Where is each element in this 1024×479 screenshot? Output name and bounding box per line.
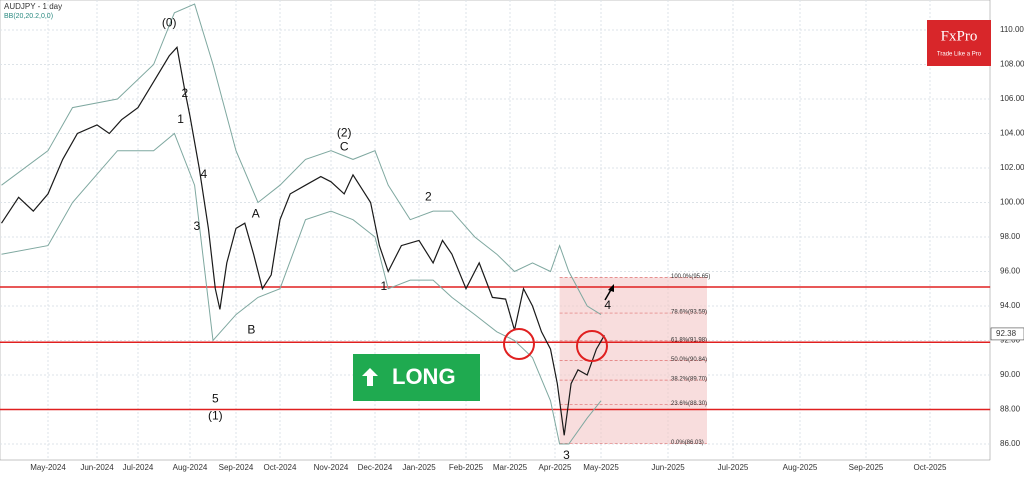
x-tick-label: Jul-2025 bbox=[718, 463, 749, 472]
wave-label: 3 bbox=[563, 448, 570, 462]
indicator-label: BB(20,20.2,0,0) bbox=[4, 13, 53, 20]
y-tick-label: 110.00 bbox=[1000, 25, 1024, 34]
x-tick-label: Jan-2025 bbox=[402, 463, 436, 472]
y-tick-label: 86.00 bbox=[1000, 439, 1021, 448]
fib-label: 0.0%(86.03) bbox=[671, 440, 704, 446]
x-tick-label: Jul-2024 bbox=[123, 463, 154, 472]
price-tag bbox=[990, 327, 1024, 341]
y-tick-label: 88.00 bbox=[1000, 405, 1021, 414]
logo bbox=[927, 20, 991, 66]
wave-label: 1 bbox=[177, 112, 184, 126]
logo-tagline: Trade Like a Pro bbox=[937, 52, 982, 58]
grid bbox=[0, 0, 991, 460]
fib-label: 38.2%(89.70) bbox=[671, 377, 707, 383]
x-tick-label: Apr-2025 bbox=[539, 463, 572, 472]
y-tick-label: 102.00 bbox=[1000, 163, 1024, 172]
y-tick-label: 106.00 bbox=[1000, 94, 1024, 103]
wave-label: 3 bbox=[194, 219, 201, 233]
logo-name: FxPro bbox=[941, 28, 978, 44]
y-tick-label: 90.00 bbox=[1000, 370, 1021, 379]
x-tick-label: Aug-2024 bbox=[173, 463, 208, 472]
up-icon bbox=[362, 368, 378, 386]
x-tick-label: Jun-2025 bbox=[651, 463, 685, 472]
x-tick-label: Nov-2024 bbox=[314, 463, 349, 472]
bollinger-band bbox=[1, 132, 602, 445]
x-tick-label: Sep-2024 bbox=[219, 463, 254, 472]
bollinger-band bbox=[1, 3, 602, 316]
x-tick-label: Oct-2024 bbox=[264, 463, 297, 472]
chart-title: AUDJPY - 1 day bbox=[4, 2, 62, 11]
wave-label: (0) bbox=[162, 15, 177, 29]
marks: 100.0%(95.65)78.6%(93.59)61.8%(91.98)50.… bbox=[0, 3, 991, 446]
highlight-circle bbox=[503, 328, 535, 360]
button-label: LONG bbox=[392, 364, 456, 389]
plot-area bbox=[0, 0, 991, 461]
long-button bbox=[353, 354, 480, 401]
wave-label: (1) bbox=[208, 409, 223, 423]
y-tick-label: 108.00 bbox=[1000, 60, 1024, 69]
x-tick-label: Sep-2025 bbox=[849, 463, 884, 472]
fib-label: 78.6%(93.59) bbox=[671, 310, 707, 316]
x-tick-label: Jun-2024 bbox=[80, 463, 114, 472]
wave-label: C bbox=[340, 139, 349, 153]
arrow-head bbox=[608, 284, 614, 292]
wave-label: B bbox=[247, 322, 255, 336]
price-tag-label: 92.38 bbox=[996, 329, 1017, 338]
x-tick-label: Mar-2025 bbox=[493, 463, 528, 472]
wave-label: 4 bbox=[604, 298, 611, 312]
wave-label: 1 bbox=[380, 279, 387, 293]
x-tick-label: Aug-2025 bbox=[783, 463, 818, 472]
fib-label: 61.8%(91.98) bbox=[671, 337, 707, 343]
highlight-circle bbox=[576, 330, 608, 362]
x-tick-label: May-2024 bbox=[30, 463, 66, 472]
x-tick-label: Feb-2025 bbox=[449, 463, 484, 472]
wave-label: 2 bbox=[425, 189, 432, 203]
wave-label: 4 bbox=[200, 167, 207, 181]
x-tick-label: Dec-2024 bbox=[358, 463, 393, 472]
wave-label: A bbox=[252, 207, 260, 221]
y-tick-label: 96.00 bbox=[1000, 267, 1021, 276]
x-tick-label: May-2025 bbox=[583, 463, 619, 472]
fib-label: 23.6%(88.30) bbox=[671, 401, 707, 407]
wave-label: 2 bbox=[181, 86, 188, 100]
y-tick-label: 94.00 bbox=[1000, 301, 1021, 310]
price-line bbox=[0, 45, 605, 436]
y-tick-label: 100.00 bbox=[1000, 198, 1024, 207]
fib-label: 100.0%(95.65) bbox=[671, 274, 710, 280]
x-tick-label: Oct-2025 bbox=[914, 463, 947, 472]
wave-label: (2) bbox=[337, 126, 352, 140]
fib-label: 50.0%(90.84) bbox=[671, 357, 707, 363]
y-tick-label: 98.00 bbox=[1000, 232, 1021, 241]
y-tick-label: 104.00 bbox=[1000, 129, 1024, 138]
wave-label: 5 bbox=[212, 391, 219, 405]
